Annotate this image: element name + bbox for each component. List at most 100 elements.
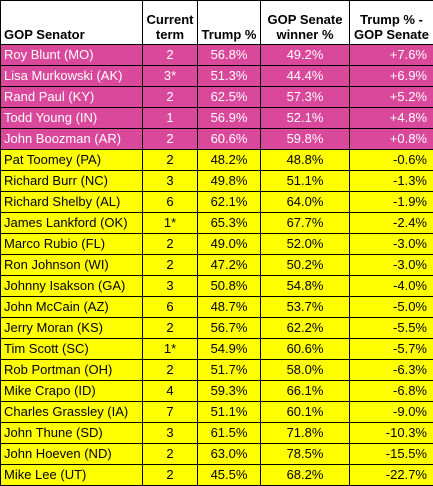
table-row: Richard Burr (NC) 3 49.8% 51.1% -1.3%: [1, 171, 433, 192]
difference-cell: +5.2%: [350, 87, 433, 108]
senator-name-cell: John Boozman (AR): [1, 129, 143, 150]
current-term-cell: 3: [143, 423, 198, 444]
header-senator: GOP Senator: [1, 1, 143, 45]
trump-pct-cell: 63.0%: [198, 444, 261, 465]
difference-cell: -10.3%: [350, 423, 433, 444]
table-row: John McCain (AZ) 6 48.7% 53.7% -5.0%: [1, 297, 433, 318]
table-row: Pat Toomey (PA) 2 48.2% 48.8% -0.6%: [1, 150, 433, 171]
header-term-line1: Current: [146, 12, 194, 27]
header-diff-line2: GOP Senate: [353, 27, 430, 42]
header-trump-pct: Trump %: [198, 1, 261, 45]
senator-name-cell: Roy Blunt (MO): [1, 45, 143, 66]
table-row: Mike Lee (UT) 2 45.5% 68.2% -22.7%: [1, 465, 433, 486]
trump-pct-cell: 56.7%: [198, 318, 261, 339]
table-row: Charles Grassley (IA) 7 51.1% 60.1% -9.0…: [1, 402, 433, 423]
header-trump-label: Trump %: [202, 27, 257, 42]
difference-cell: -0.6%: [350, 150, 433, 171]
current-term-cell: 2: [143, 87, 198, 108]
difference-cell: -6.8%: [350, 381, 433, 402]
header-winner-line2: winner %: [264, 27, 346, 42]
header-difference: Trump % - GOP Senate: [350, 1, 433, 45]
current-term-cell: 6: [143, 192, 198, 213]
senator-name-cell: John Thune (SD): [1, 423, 143, 444]
current-term-cell: 1*: [143, 339, 198, 360]
trump-pct-cell: 56.8%: [198, 45, 261, 66]
trump-pct-cell: 49.0%: [198, 234, 261, 255]
difference-cell: -4.0%: [350, 276, 433, 297]
senator-name-cell: Mike Lee (UT): [1, 465, 143, 486]
table-row: Mike Crapo (ID) 4 59.3% 66.1% -6.8%: [1, 381, 433, 402]
senate-winner-pct-cell: 67.7%: [261, 213, 350, 234]
current-term-cell: 2: [143, 234, 198, 255]
senator-name-cell: Charles Grassley (IA): [1, 402, 143, 423]
senator-name-cell: Richard Burr (NC): [1, 171, 143, 192]
trump-pct-cell: 54.9%: [198, 339, 261, 360]
table-row: John Thune (SD) 3 61.5% 71.8% -10.3%: [1, 423, 433, 444]
header-term-line2: term: [146, 27, 194, 42]
current-term-cell: 2: [143, 255, 198, 276]
difference-cell: +7.6%: [350, 45, 433, 66]
current-term-cell: 1*: [143, 213, 198, 234]
table-row: Ron Johnson (WI) 2 47.2% 50.2% -3.0%: [1, 255, 433, 276]
table-row: Rob Portman (OH) 2 51.7% 58.0% -6.3%: [1, 360, 433, 381]
difference-cell: +4.8%: [350, 108, 433, 129]
trump-pct-cell: 50.8%: [198, 276, 261, 297]
header-diff-line1: Trump % -: [353, 12, 430, 27]
senator-name-cell: Jerry Moran (KS): [1, 318, 143, 339]
current-term-cell: 6: [143, 297, 198, 318]
senate-winner-pct-cell: 51.1%: [261, 171, 350, 192]
current-term-cell: 1: [143, 108, 198, 129]
current-term-cell: 2: [143, 465, 198, 486]
difference-cell: -1.3%: [350, 171, 433, 192]
senate-winner-pct-cell: 68.2%: [261, 465, 350, 486]
trump-pct-cell: 51.3%: [198, 66, 261, 87]
table-header: GOP Senator Current term Trump % GOP Sen…: [1, 1, 433, 45]
senate-winner-pct-cell: 57.3%: [261, 87, 350, 108]
difference-cell: +6.9%: [350, 66, 433, 87]
senate-winner-pct-cell: 44.4%: [261, 66, 350, 87]
table-row: Todd Young (IN) 1 56.9% 52.1% +4.8%: [1, 108, 433, 129]
senate-winner-pct-cell: 78.5%: [261, 444, 350, 465]
difference-cell: -9.0%: [350, 402, 433, 423]
current-term-cell: 7: [143, 402, 198, 423]
senator-name-cell: Lisa Murkowski (AK): [1, 66, 143, 87]
current-term-cell: 2: [143, 360, 198, 381]
table-row: Lisa Murkowski (AK) 3* 51.3% 44.4% +6.9%: [1, 66, 433, 87]
current-term-cell: 2: [143, 129, 198, 150]
senate-winner-pct-cell: 60.6%: [261, 339, 350, 360]
senator-name-cell: Rob Portman (OH): [1, 360, 143, 381]
senate-winner-pct-cell: 62.2%: [261, 318, 350, 339]
trump-pct-cell: 49.8%: [198, 171, 261, 192]
current-term-cell: 2: [143, 150, 198, 171]
senate-winner-pct-cell: 59.8%: [261, 129, 350, 150]
current-term-cell: 3: [143, 276, 198, 297]
current-term-cell: 3*: [143, 66, 198, 87]
header-senator-label: GOP Senator: [4, 27, 85, 42]
senate-winner-pct-cell: 71.8%: [261, 423, 350, 444]
header-row: GOP Senator Current term Trump % GOP Sen…: [1, 1, 433, 45]
senate-winner-pct-cell: 52.0%: [261, 234, 350, 255]
senate-winner-pct-cell: 58.0%: [261, 360, 350, 381]
difference-cell: -22.7%: [350, 465, 433, 486]
table-row: Rand Paul (KY) 2 62.5% 57.3% +5.2%: [1, 87, 433, 108]
senator-name-cell: Pat Toomey (PA): [1, 150, 143, 171]
table-row: John Hoeven (ND) 2 63.0% 78.5% -15.5%: [1, 444, 433, 465]
senator-name-cell: Ron Johnson (WI): [1, 255, 143, 276]
header-senate-winner-pct: GOP Senate winner %: [261, 1, 350, 45]
senator-name-cell: Johnny Isakson (GA): [1, 276, 143, 297]
trump-pct-cell: 45.5%: [198, 465, 261, 486]
senate-winner-pct-cell: 50.2%: [261, 255, 350, 276]
senate-winner-pct-cell: 52.1%: [261, 108, 350, 129]
trump-pct-cell: 48.2%: [198, 150, 261, 171]
trump-pct-cell: 61.5%: [198, 423, 261, 444]
table-row: Marco Rubio (FL) 2 49.0% 52.0% -3.0%: [1, 234, 433, 255]
table-row: Tim Scott (SC) 1* 54.9% 60.6% -5.7%: [1, 339, 433, 360]
senate-winner-pct-cell: 49.2%: [261, 45, 350, 66]
difference-cell: +0.8%: [350, 129, 433, 150]
senate-winner-pct-cell: 60.1%: [261, 402, 350, 423]
senate-winner-pct-cell: 53.7%: [261, 297, 350, 318]
table-row: Johnny Isakson (GA) 3 50.8% 54.8% -4.0%: [1, 276, 433, 297]
senator-name-cell: John McCain (AZ): [1, 297, 143, 318]
current-term-cell: 4: [143, 381, 198, 402]
